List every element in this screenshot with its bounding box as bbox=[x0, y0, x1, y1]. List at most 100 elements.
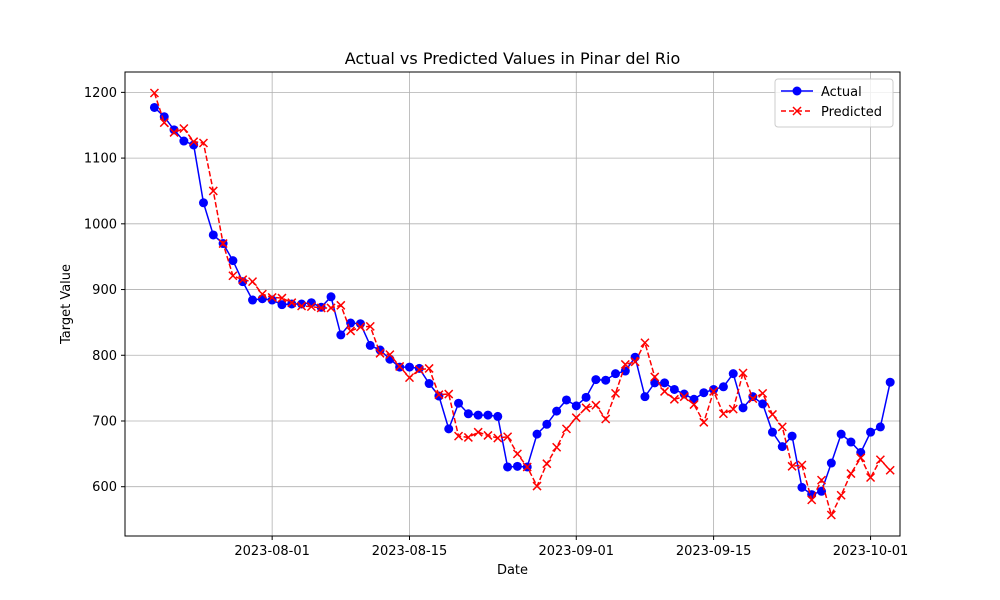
y-axis-label: Target Value bbox=[59, 264, 74, 345]
data-point-actual bbox=[532, 429, 542, 439]
data-point-predicted bbox=[807, 495, 817, 505]
data-point-actual bbox=[365, 340, 375, 350]
data-point-predicted bbox=[738, 368, 748, 378]
y-tick-label: 600 bbox=[92, 480, 117, 495]
x-tick-label: 2023-09-01 bbox=[538, 544, 614, 559]
x-tick-label: 2023-10-01 bbox=[833, 544, 909, 559]
data-point-actual bbox=[454, 398, 464, 408]
data-point-predicted bbox=[454, 431, 464, 441]
data-point-actual bbox=[885, 377, 895, 387]
data-point-predicted bbox=[395, 361, 405, 371]
data-point-actual bbox=[355, 319, 365, 329]
data-point-actual bbox=[552, 406, 562, 416]
data-point-actual bbox=[797, 482, 807, 492]
data-point-actual bbox=[287, 299, 297, 309]
data-point-predicted bbox=[728, 404, 738, 414]
y-tick-label: 1000 bbox=[84, 217, 117, 232]
data-point-actual bbox=[601, 375, 611, 385]
data-point-predicted bbox=[277, 293, 287, 303]
data-point-predicted bbox=[287, 298, 297, 308]
data-point-predicted bbox=[620, 359, 630, 369]
data-point-predicted bbox=[816, 475, 827, 485]
data-point-predicted bbox=[846, 469, 856, 479]
data-point-predicted bbox=[581, 403, 591, 413]
data-point-actual bbox=[699, 388, 709, 398]
data-point-actual bbox=[208, 230, 218, 240]
data-point-predicted bbox=[257, 289, 267, 299]
data-point-actual bbox=[650, 378, 660, 388]
data-point-predicted bbox=[552, 442, 562, 452]
data-point-predicted bbox=[571, 413, 581, 423]
data-point-predicted bbox=[885, 465, 895, 475]
data-point-actual bbox=[503, 462, 513, 472]
series-predicted bbox=[149, 88, 895, 520]
data-point-actual bbox=[669, 384, 679, 394]
data-point-actual bbox=[346, 318, 356, 328]
data-point-predicted bbox=[601, 414, 611, 424]
data-point-actual bbox=[767, 427, 777, 437]
data-point-predicted bbox=[532, 481, 542, 491]
data-point-actual bbox=[777, 442, 787, 452]
data-point-actual bbox=[434, 391, 444, 401]
data-point-predicted bbox=[355, 322, 365, 332]
data-point-predicted bbox=[669, 394, 679, 404]
y-tick-label: 700 bbox=[92, 414, 117, 429]
data-point-actual bbox=[561, 395, 571, 405]
data-point-predicted bbox=[414, 365, 424, 375]
data-point-predicted bbox=[336, 300, 346, 310]
data-point-predicted bbox=[503, 432, 513, 442]
data-point-predicted bbox=[267, 292, 277, 302]
data-point-predicted bbox=[522, 462, 532, 472]
data-point-predicted bbox=[561, 424, 571, 434]
data-point-predicted bbox=[797, 460, 807, 470]
data-point-predicted bbox=[650, 372, 660, 382]
data-point-predicted bbox=[208, 186, 218, 196]
y-tick-label: 900 bbox=[92, 283, 117, 298]
data-point-actual bbox=[836, 429, 846, 439]
data-point-actual bbox=[326, 292, 336, 302]
data-point-predicted bbox=[326, 303, 336, 313]
data-point-predicted bbox=[689, 400, 699, 410]
data-point-actual bbox=[866, 427, 876, 437]
data-point-predicted bbox=[493, 433, 503, 443]
chart-title: Actual vs Predicted Values in Pinar del … bbox=[345, 49, 681, 68]
x-tick-label: 2023-09-15 bbox=[676, 544, 752, 559]
data-point-actual bbox=[660, 378, 670, 388]
data-point-predicted bbox=[679, 392, 689, 402]
data-point-actual bbox=[149, 102, 159, 112]
data-point-predicted bbox=[218, 239, 228, 249]
data-point-predicted bbox=[228, 271, 238, 281]
legend-actual-label: Actual bbox=[821, 85, 862, 100]
legend-predicted-label: Predicted bbox=[821, 105, 882, 120]
data-point-predicted bbox=[718, 409, 728, 419]
data-point-actual bbox=[728, 369, 738, 379]
data-point-actual bbox=[758, 399, 768, 409]
data-point-actual bbox=[424, 379, 434, 389]
data-point-actual bbox=[718, 382, 728, 392]
data-point-predicted bbox=[512, 449, 522, 459]
data-point-predicted bbox=[198, 138, 209, 148]
y-tick-label: 1100 bbox=[84, 152, 117, 167]
data-point-actual bbox=[228, 256, 238, 266]
data-point-predicted bbox=[758, 388, 768, 398]
data-point-predicted bbox=[875, 455, 885, 465]
data-point-predicted bbox=[385, 350, 395, 360]
series-layer bbox=[149, 88, 895, 520]
data-point-predicted bbox=[866, 472, 876, 483]
legend: Actual Predicted bbox=[774, 78, 894, 128]
data-point-actual bbox=[875, 422, 885, 432]
data-point-actual bbox=[826, 458, 836, 468]
series-line-actual bbox=[153, 106, 891, 496]
data-point-actual bbox=[444, 424, 454, 434]
data-point-predicted bbox=[542, 459, 552, 469]
data-point-predicted bbox=[375, 348, 385, 358]
data-point-predicted bbox=[473, 427, 483, 437]
data-point-predicted bbox=[346, 326, 356, 336]
data-point-actual bbox=[483, 410, 493, 420]
legend-predicted: Predicted bbox=[781, 105, 882, 120]
data-point-predicted bbox=[591, 400, 601, 410]
data-point-actual bbox=[571, 401, 581, 411]
data-point-predicted bbox=[699, 417, 709, 427]
x-axis-ticks: 2023-08-01 2023-08-15 2023-09-01 2023-09-15… bbox=[234, 536, 908, 559]
data-point-predicted bbox=[640, 338, 650, 348]
